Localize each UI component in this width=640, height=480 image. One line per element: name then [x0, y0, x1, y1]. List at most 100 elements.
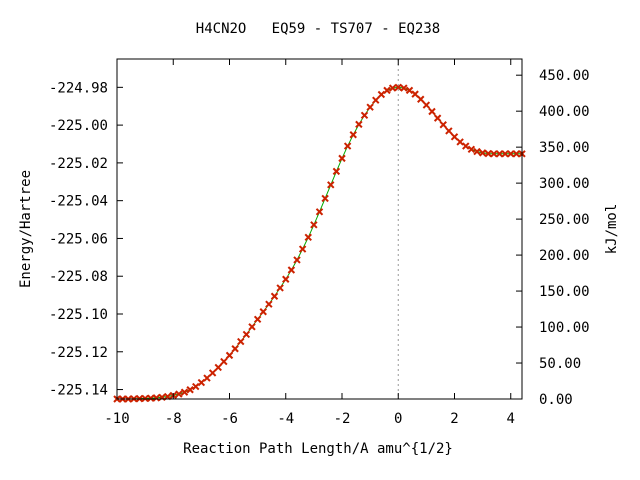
- y-tick-label: -225.02: [49, 156, 108, 172]
- y-tick-label: -225.14: [49, 383, 108, 399]
- data-point: [332, 167, 341, 176]
- data-point: [507, 150, 515, 158]
- y2-tick-label: 200.00: [539, 248, 590, 264]
- data-point: [394, 83, 402, 92]
- data-point: [265, 300, 273, 308]
- plot-frame: [116, 58, 523, 400]
- data-point: [141, 394, 149, 403]
- data-point: [276, 284, 284, 292]
- data-point: [248, 323, 256, 331]
- data-point: [433, 114, 442, 122]
- x-tick-label: 4: [507, 411, 515, 427]
- data-point: [495, 150, 504, 158]
- chart-title: H4CN2O EQ59 - TS707 - EQ238: [196, 21, 440, 37]
- y-tick-label: -224.98: [49, 80, 108, 96]
- y2-tick-label: 0.00: [539, 392, 573, 408]
- y2-tick-label: 350.00: [539, 140, 590, 156]
- data-point: [417, 95, 425, 103]
- data-point: [270, 292, 279, 300]
- data-point: [180, 388, 189, 396]
- data-point: [214, 363, 222, 372]
- y-tick-label: -225.04: [49, 194, 108, 210]
- x-tick-label: 2: [450, 411, 458, 427]
- data-point: [360, 111, 369, 119]
- data-point: [400, 84, 408, 92]
- x-tick-group: -10 -8 -6 -4 -2 0 2 4: [104, 59, 515, 427]
- data-point: [310, 221, 318, 229]
- y2-tick-label: 300.00: [539, 176, 590, 192]
- y-tick-label: -225.08: [49, 269, 108, 285]
- data-point: [490, 150, 498, 158]
- x-tick-label: -6: [221, 411, 238, 427]
- data-point: [372, 96, 380, 104]
- y-tick-label: -225.00: [49, 118, 108, 134]
- y2-axis-label: kJ/mol: [604, 204, 620, 255]
- data-point: [377, 90, 386, 99]
- data-point: [411, 90, 419, 98]
- data-point: [293, 256, 301, 264]
- data-point: [355, 120, 363, 129]
- data-point: [152, 394, 161, 402]
- data-point: [501, 150, 509, 158]
- data-point: [242, 330, 251, 339]
- x-tick-label: -8: [165, 411, 182, 427]
- x-tick-label: 0: [394, 411, 402, 427]
- data-point: [484, 149, 492, 158]
- data-point: [383, 86, 391, 95]
- data-point: [298, 245, 307, 253]
- y2-tick-label: 400.00: [539, 104, 590, 120]
- y2-tick-group: 0.00 50.00 100.00 150.00 200.00 250.00 300.00 3…: [516, 68, 590, 408]
- data-point: [343, 142, 352, 150]
- data-point: [237, 337, 245, 346]
- data-point: [282, 275, 290, 283]
- y2-tick-label: 450.00: [539, 68, 590, 84]
- data-point: [186, 386, 194, 394]
- y2-tick-label: 50.00: [539, 356, 581, 372]
- energy-profile-line: [117, 86, 522, 400]
- y-tick-group: -224.98 -225.00 -225.02 -225.04 -225.06 -225.…: [49, 80, 123, 399]
- data-point: [349, 131, 357, 139]
- data-point: [231, 345, 239, 353]
- data-point: [422, 101, 431, 109]
- data-point: [197, 378, 206, 387]
- data-point: [321, 194, 329, 203]
- data-point: [428, 107, 436, 116]
- data-point: [253, 315, 262, 323]
- data-point: [450, 133, 459, 141]
- data-point: [467, 145, 476, 153]
- x-tick-label: -2: [334, 411, 351, 427]
- y2-tick-label: 150.00: [539, 284, 590, 300]
- data-point: [366, 103, 374, 111]
- data-point: [147, 394, 155, 402]
- data-point: [388, 84, 397, 92]
- x-axis-label: Reaction Path Length/A amu^{1/2}: [183, 441, 453, 457]
- data-point: [327, 181, 335, 189]
- y-axis-label: Energy/Hartree: [18, 170, 34, 288]
- y-tick-label: -225.10: [49, 307, 108, 323]
- y2-tick-label: 100.00: [539, 320, 590, 336]
- x-tick-label: -10: [104, 411, 129, 427]
- data-point: [208, 369, 217, 377]
- data-point: [439, 121, 447, 129]
- series-layer: [113, 83, 526, 403]
- data-point: [259, 308, 267, 316]
- data-point: [405, 86, 414, 95]
- data-point: [315, 208, 324, 216]
- data-point: [175, 390, 183, 398]
- data-point: [473, 147, 481, 156]
- data-point: [512, 150, 521, 158]
- data-point: [456, 138, 464, 146]
- data-point: [478, 149, 487, 157]
- data-point: [304, 233, 312, 242]
- data-point: [338, 154, 346, 163]
- data-point: [287, 266, 296, 274]
- data-point: [220, 357, 228, 366]
- y-tick-label: -225.12: [49, 345, 108, 361]
- x-tick-label: -4: [277, 411, 294, 427]
- y-tick-label: -225.06: [49, 231, 108, 247]
- data-point: [225, 351, 234, 360]
- data-point: [445, 127, 453, 135]
- data-point: [192, 382, 200, 391]
- y2-tick-label: 250.00: [539, 212, 590, 228]
